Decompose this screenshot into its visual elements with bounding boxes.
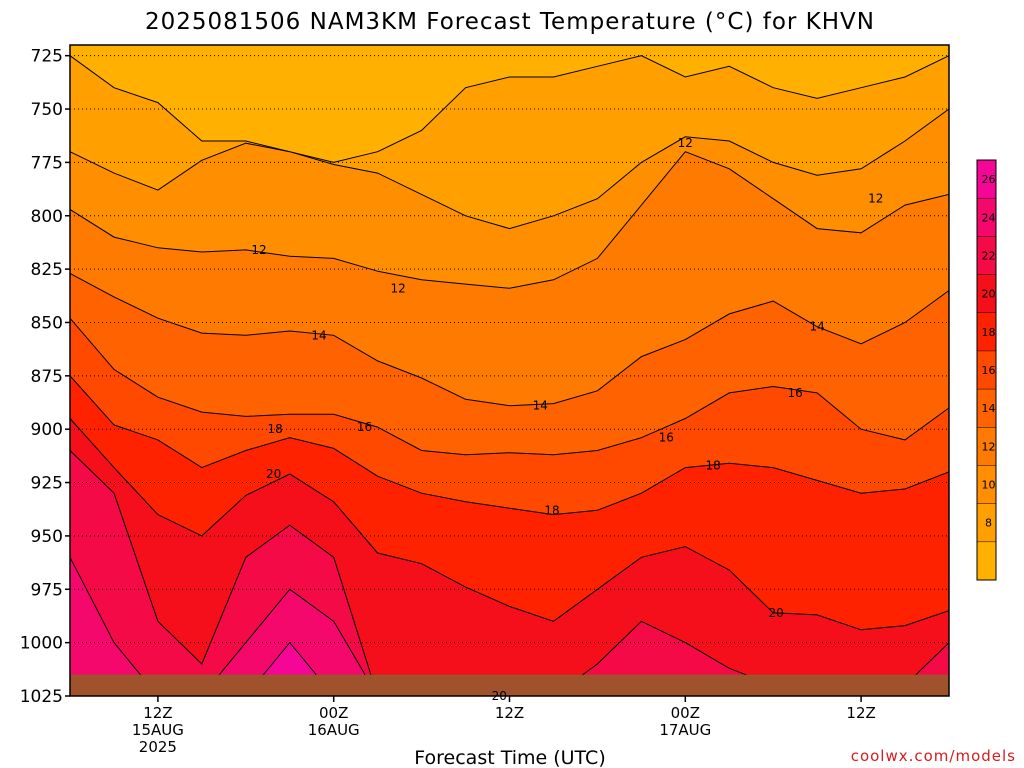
colorbar-frame bbox=[976, 159, 997, 581]
x-tick-label: 00Z bbox=[671, 704, 700, 722]
x-tick-label: 12Z bbox=[495, 704, 524, 722]
contour-label-16: 16 bbox=[357, 420, 372, 434]
colorbar-swatch bbox=[977, 160, 996, 199]
chart-title: 2025081506 NAM3KM Forecast Temperature (… bbox=[145, 9, 875, 35]
contour-label-14: 14 bbox=[533, 399, 548, 413]
contour-label-18: 18 bbox=[705, 458, 720, 472]
colorbar-swatch bbox=[977, 350, 996, 390]
y-tick-label: 725 bbox=[31, 47, 63, 67]
x-tick-label: 12Z bbox=[846, 704, 875, 722]
y-tick-label: 950 bbox=[31, 527, 63, 547]
contour-label-20: 20 bbox=[266, 467, 281, 481]
colorbar-label: 10 bbox=[982, 479, 996, 492]
colorbar-label: 12 bbox=[982, 440, 996, 453]
colorbar-label: 16 bbox=[982, 364, 996, 377]
x-tick-label: 12Z bbox=[143, 704, 172, 722]
contour-label-12: 12 bbox=[678, 136, 693, 150]
x-tick-label: 16AUG bbox=[308, 721, 360, 739]
y-tick-label: 825 bbox=[31, 260, 63, 280]
contour-label-16: 16 bbox=[788, 386, 803, 400]
colorbar-label: 22 bbox=[982, 249, 996, 262]
colorbar-label: 20 bbox=[982, 288, 996, 301]
colorbar-swatch bbox=[977, 503, 996, 542]
isotherm-line-20 bbox=[69, 418, 950, 631]
y-tick-label: 975 bbox=[31, 580, 63, 600]
isotherm-line-10 bbox=[69, 108, 950, 230]
colorbar-swatch bbox=[977, 465, 996, 504]
colorbar-label: 26 bbox=[982, 173, 996, 186]
isotherm-line-16 bbox=[69, 317, 950, 456]
y-tick-label: 800 bbox=[31, 207, 63, 227]
colorbar-label: 18 bbox=[982, 326, 996, 339]
contour-label-16: 16 bbox=[659, 431, 674, 445]
contour-label-20: 20 bbox=[768, 606, 783, 620]
contour-label-12: 12 bbox=[868, 192, 883, 206]
x-tick-label: 15AUG bbox=[132, 721, 184, 739]
colorbar: 8 10 12 14 16 18 20 22 24 26 bbox=[976, 159, 997, 581]
colorbar-swatch bbox=[977, 389, 996, 428]
credit-text[interactable]: coolwx.com/models bbox=[851, 747, 1016, 765]
isotherm-line-18 bbox=[69, 375, 950, 516]
isotherm-line-12 bbox=[69, 151, 950, 289]
y-tick-label: 1025 bbox=[20, 687, 63, 707]
terrain-strip bbox=[70, 674, 949, 696]
contour-label-14: 14 bbox=[810, 320, 825, 334]
x-tick-label: 00Z bbox=[319, 704, 348, 722]
isotherm-line-14 bbox=[69, 272, 950, 407]
contour-label-18: 18 bbox=[544, 503, 559, 517]
colorbar-label: 24 bbox=[982, 211, 996, 224]
contour-label-18: 18 bbox=[267, 422, 282, 436]
contour-label-14: 14 bbox=[311, 328, 326, 342]
x-tick-label: 17AUG bbox=[659, 721, 711, 739]
colorbar-swatch bbox=[977, 541, 996, 580]
colorbar-swatch bbox=[977, 427, 996, 466]
y-tick-label: 875 bbox=[31, 367, 63, 387]
x-tick-label: 2025 bbox=[139, 738, 177, 756]
colorbar-label: 14 bbox=[982, 402, 996, 415]
colorbar-swatch bbox=[977, 236, 996, 275]
y-tick-label: 900 bbox=[31, 420, 63, 440]
isotherm-line-8 bbox=[69, 55, 950, 163]
colorbar-swatch bbox=[977, 198, 996, 237]
y-tick-label: 1000 bbox=[20, 634, 63, 654]
y-tick-label: 775 bbox=[31, 153, 63, 173]
y-tick-label: 750 bbox=[31, 100, 63, 120]
y-tick-label: 850 bbox=[31, 313, 63, 333]
colorbar-label: 8 bbox=[985, 517, 992, 530]
axes: 725 750 775 800 825 850 875 900 925 950 975 1000 102… bbox=[20, 44, 950, 756]
x-axis-label: Forecast Time (UTC) bbox=[414, 747, 605, 768]
contour-label-12: 12 bbox=[391, 281, 406, 295]
y-tick-label: 925 bbox=[31, 474, 63, 494]
contour-label-12: 12 bbox=[251, 243, 266, 257]
colorbar-swatch bbox=[977, 274, 996, 313]
colorbar-swatch bbox=[977, 312, 996, 351]
